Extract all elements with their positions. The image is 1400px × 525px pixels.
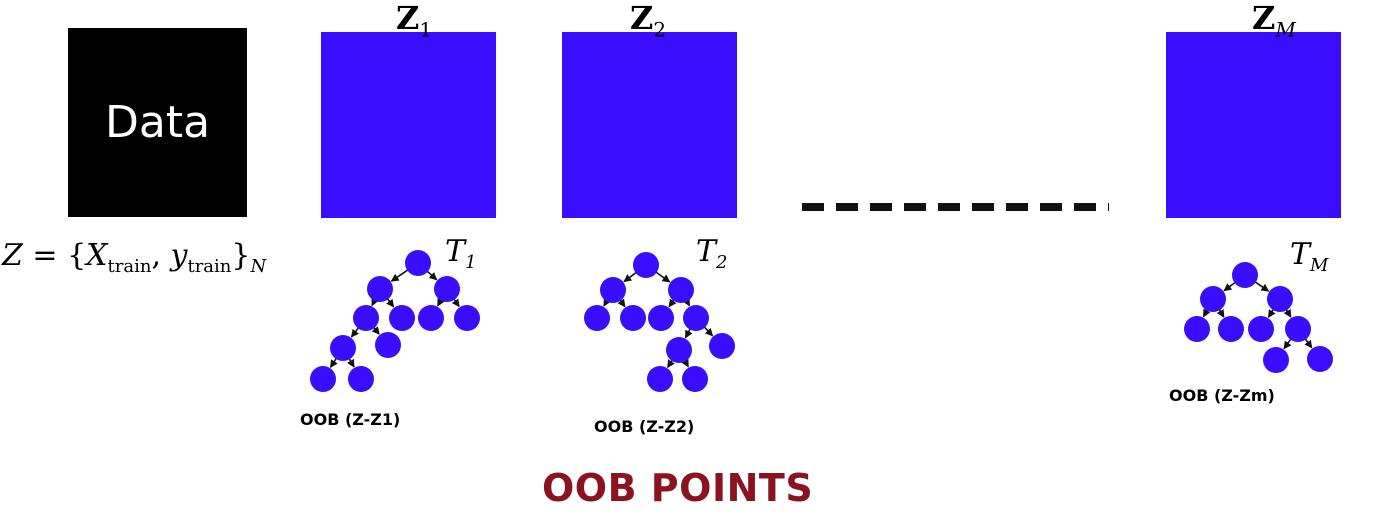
tree-edge-arrow	[654, 270, 671, 283]
formula-x: X	[86, 238, 108, 273]
tree-t2	[584, 252, 735, 392]
oob-points-title: OOB POINTS	[542, 466, 814, 510]
tree-tm	[1184, 262, 1333, 373]
sample-title-m: ZM	[1252, 0, 1296, 42]
tree-node	[620, 305, 646, 331]
tree-edge-arrow	[1303, 337, 1313, 349]
oob-label-m: OOB (Z-Zm)	[1169, 386, 1275, 405]
tree-node	[434, 276, 460, 302]
ellipsis-dashes	[802, 203, 1109, 211]
tree-t1	[310, 250, 480, 392]
tree-node	[405, 250, 431, 276]
bootstrap-sample-box-m	[1166, 32, 1341, 218]
tree-node	[682, 366, 708, 392]
tree-node	[418, 305, 444, 331]
tree-edge-arrow	[1223, 280, 1237, 292]
sample-title-2: Z2	[630, 0, 667, 42]
bootstrap-sample-box-2	[562, 32, 737, 218]
oob-label-2: OOB (Z-Z2)	[594, 417, 695, 436]
bootstrap-sample-box-1	[321, 32, 496, 218]
tree-node	[1232, 262, 1258, 288]
tree-node	[1285, 316, 1311, 342]
tree-node	[1248, 316, 1274, 342]
tree-node	[454, 305, 480, 331]
data-box: Data	[68, 28, 247, 217]
data-box-label: Data	[104, 97, 211, 148]
tree-edge-arrow	[1253, 280, 1270, 292]
tree-node	[1307, 346, 1333, 372]
tree-node	[353, 305, 379, 331]
tree-label-2: T2	[696, 234, 728, 273]
tree-node	[348, 366, 374, 392]
tree-node	[389, 305, 415, 331]
tree-node	[668, 277, 694, 303]
tree-node	[648, 305, 674, 331]
tree-node	[633, 252, 659, 278]
tree-edge-arrow	[623, 271, 638, 283]
tree-node	[600, 277, 626, 303]
tree-label-m: TM	[1290, 237, 1329, 276]
tree-edge-arrow	[350, 326, 360, 338]
tree-edge-arrow	[1283, 337, 1293, 350]
formula-lhs: Z	[2, 238, 23, 273]
tree-node	[1184, 316, 1210, 342]
tree-label-1: T1	[445, 234, 477, 273]
tree-node	[683, 305, 709, 331]
tree-node	[584, 305, 610, 331]
tree-node	[367, 276, 393, 302]
tree-node	[330, 335, 356, 361]
formula-x-sub: train	[107, 256, 152, 277]
tree-node	[1200, 286, 1226, 312]
formula-y: y	[170, 238, 188, 273]
tree-node	[1218, 316, 1244, 342]
formula-y-sub: train	[187, 256, 232, 277]
training-set-formula: Z = {Xtrain, ytrain}N	[2, 238, 267, 277]
tree-edge-arrow	[390, 268, 410, 282]
tree-node	[375, 332, 401, 358]
formula-outer-sub: N	[250, 256, 267, 277]
sample-title-1: Z1	[396, 0, 433, 42]
tree-node	[1263, 347, 1289, 373]
tree-node	[1267, 286, 1293, 312]
tree-node	[647, 366, 673, 392]
tree-node	[709, 333, 735, 359]
tree-node	[666, 337, 692, 363]
oob-label-1: OOB (Z-Z1)	[300, 410, 401, 429]
tree-edge-arrow	[702, 325, 714, 337]
tree-node	[310, 366, 336, 392]
tree-edge-arrow	[425, 269, 438, 281]
